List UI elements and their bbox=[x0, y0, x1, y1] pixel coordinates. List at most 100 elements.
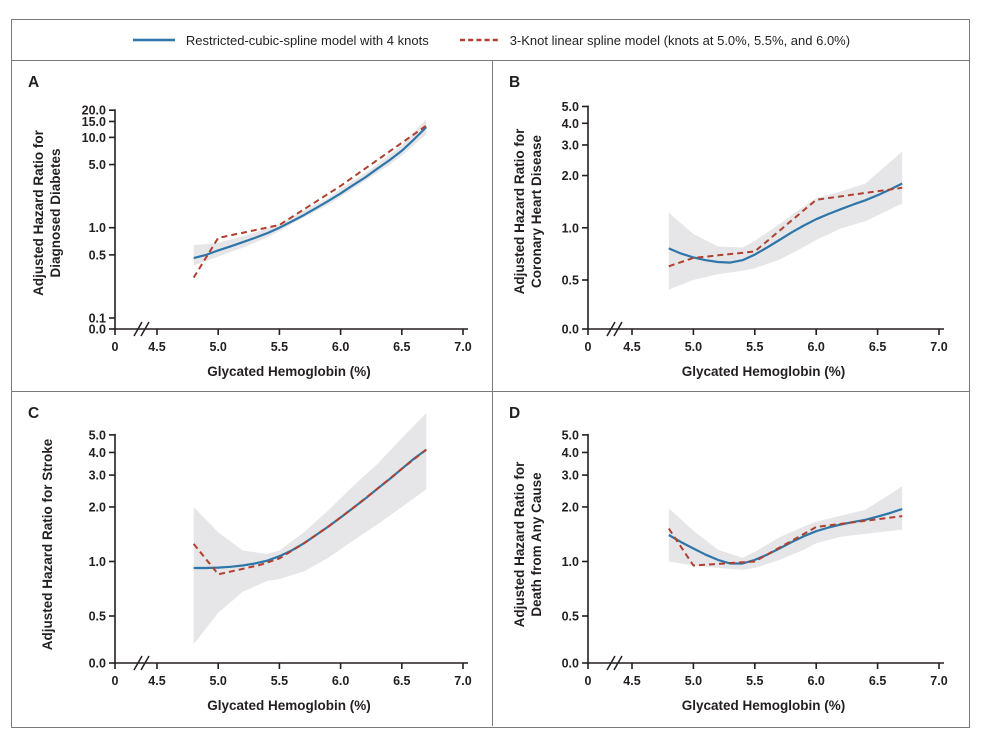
legend-line-solid-icon bbox=[132, 38, 175, 42]
x-tick-label: 5.0 bbox=[685, 340, 702, 354]
linear-spline-line bbox=[192, 124, 427, 279]
y-tick-label: 1.0 bbox=[89, 221, 106, 235]
x-tick-label: 6.0 bbox=[332, 674, 349, 688]
x-tick-label: 4.5 bbox=[148, 674, 165, 688]
y-tick-label: 0.1 bbox=[89, 312, 106, 326]
panel-letter: D bbox=[509, 405, 520, 422]
y-tick-label: 5.0 bbox=[562, 428, 579, 442]
y-axis-label: Adjusted Hazard Ratio for Stroke bbox=[40, 438, 55, 650]
y-axis-label: Death from Any Cause bbox=[529, 472, 544, 617]
y-tick-label: 0.5 bbox=[89, 248, 106, 262]
panel-a-chart: 20.015.0 10.0 5.0 1.0 0.5 0.10.0 0 4.5 5.0 5.5 6.0… bbox=[28, 74, 472, 379]
axis-break-icon bbox=[613, 321, 623, 337]
y-axis-label: Coronary Heart Disease bbox=[529, 134, 544, 288]
y-tick-label: 0.0 bbox=[562, 323, 579, 337]
axis-break-icon bbox=[140, 321, 150, 337]
y-axis-label: Diagnosed Diabetes bbox=[48, 148, 63, 277]
y-tick-label: 0.0 bbox=[89, 657, 106, 671]
x-tick-label: 6.0 bbox=[808, 340, 825, 354]
y-tick-label: 20.0 bbox=[82, 104, 106, 118]
x-tick-label: 5.5 bbox=[271, 674, 288, 688]
x-tick-label: 0 bbox=[112, 340, 119, 354]
y-tick-label: 10.0 bbox=[82, 131, 106, 145]
x-axis-label: Glycated Hemoglobin (%) bbox=[682, 364, 846, 379]
y-tick-label: 3.0 bbox=[562, 138, 579, 152]
linear-spline-line bbox=[667, 515, 903, 567]
x-tick-label: 7.0 bbox=[930, 340, 947, 354]
x-tick-label: 6.5 bbox=[869, 340, 886, 354]
y-tick-label: 0.5 bbox=[562, 610, 579, 624]
legend-label: 3-Knot linear spline model (knots at 5.0… bbox=[509, 32, 851, 48]
y-tick-label: 2.0 bbox=[562, 500, 579, 514]
x-tick-label: 6.5 bbox=[393, 674, 410, 688]
y-tick-label: 2.0 bbox=[562, 169, 579, 183]
ci-band bbox=[668, 151, 903, 290]
y-tick-label: 15.0 bbox=[82, 115, 106, 129]
x-tick-label: 7.0 bbox=[930, 674, 947, 688]
y-tick-label: 3.0 bbox=[89, 469, 106, 483]
y-tick-label: 4.0 bbox=[562, 117, 579, 131]
axis-break-icon bbox=[613, 655, 623, 671]
x-axis-label: Glycated Hemoglobin (%) bbox=[207, 364, 371, 379]
axis-break-icon bbox=[133, 655, 143, 671]
figure-frame: Restricted-cubic-spline model with 4 kno… bbox=[11, 19, 970, 728]
y-tick-label: 5.0 bbox=[89, 428, 106, 442]
x-tick-label: 5.5 bbox=[746, 674, 763, 688]
x-tick-label: 5.0 bbox=[685, 674, 702, 688]
y-tick-label: 0.0 bbox=[562, 657, 579, 671]
x-tick-label: 6.0 bbox=[808, 674, 825, 688]
x-tick-label: 0 bbox=[112, 674, 119, 688]
y-tick-label: 4.0 bbox=[89, 446, 106, 460]
y-axis-label: Adjusted Hazard Ratio for bbox=[512, 461, 527, 628]
x-tick-label: 5.5 bbox=[271, 340, 288, 354]
x-tick-label: 0 bbox=[585, 340, 592, 354]
panel-d-chart: 5.0 4.0 3.0 2.0 1.0 0.5 0.0 0 4.5 5.0 5.5 6.0 6.5 7.0… bbox=[509, 405, 948, 713]
x-tick-label: 5.0 bbox=[210, 674, 227, 688]
x-tick-label: 5.0 bbox=[210, 340, 227, 354]
x-tick-label: 4.5 bbox=[623, 674, 640, 688]
y-tick-label: 0.5 bbox=[562, 274, 579, 288]
panel-c-chart: 5.0 4.0 3.0 2.0 1.0 0.5 0.0 0 4.5 5.0 5.5 6.0 6.5 7.0… bbox=[28, 405, 472, 713]
rcs-spline-line bbox=[193, 126, 428, 260]
legend-item-linear-spline: 3-Knot linear spline model (knots at 5.0… bbox=[459, 33, 850, 48]
x-tick-label: 6.5 bbox=[393, 340, 410, 354]
x-axis-label: Glycated Hemoglobin (%) bbox=[682, 698, 846, 713]
panel-b-chart: 5.0 4.0 3.0 2.0 1.0 0.5 0.0 0 4.5 5.0 5.5 6.0 6.5 7.0… bbox=[509, 74, 948, 379]
axis-break-icon bbox=[140, 655, 150, 671]
panel-letter: B bbox=[509, 74, 520, 91]
legend-label: Restricted-cubic-spline model with 4 kno… bbox=[185, 32, 429, 48]
x-tick-label: 4.5 bbox=[148, 340, 165, 354]
x-tick-label: 0 bbox=[585, 674, 592, 688]
y-tick-label: 5.0 bbox=[562, 100, 579, 114]
x-tick-label: 6.0 bbox=[332, 340, 349, 354]
panels-grid: 20.0 15.0 10.0 5.0 1.0 0.5 0.1 0.0 0 4.5 5.0 5.5 6.0… bbox=[12, 61, 969, 726]
rcs-spline-line bbox=[668, 182, 903, 264]
y-tick-label: 1.0 bbox=[562, 555, 579, 569]
y-tick-label: 1.0 bbox=[89, 555, 106, 569]
ci-band bbox=[668, 486, 903, 570]
ci-band bbox=[193, 118, 427, 266]
y-tick-label: 1.0 bbox=[562, 221, 579, 235]
ci-band bbox=[193, 413, 427, 645]
y-tick-label: 5.0 bbox=[89, 158, 106, 172]
x-tick-label: 7.0 bbox=[454, 340, 471, 354]
panel-letter: C bbox=[28, 405, 39, 422]
panel-b: 5.0 4.0 3.0 2.0 1.0 0.5 0.0 0 4.5 5.0 5.5 6.0 6.5 7.0… bbox=[493, 61, 969, 392]
panel-letter: A bbox=[28, 74, 39, 91]
panel-d: 5.0 4.0 3.0 2.0 1.0 0.5 0.0 0 4.5 5.0 5.5 6.0 6.5 7.0… bbox=[493, 392, 969, 726]
x-tick-label: 4.5 bbox=[623, 340, 640, 354]
axis-break-icon bbox=[133, 321, 143, 337]
x-axis-label: Glycated Hemoglobin (%) bbox=[207, 698, 371, 713]
linear-spline-line bbox=[192, 448, 427, 576]
panel-c: 5.0 4.0 3.0 2.0 1.0 0.5 0.0 0 4.5 5.0 5.5 6.0 6.5 7.0… bbox=[12, 392, 493, 726]
legend: Restricted-cubic-spline model with 4 kno… bbox=[12, 20, 969, 61]
legend-item-cubic-spline: Restricted-cubic-spline model with 4 kno… bbox=[131, 33, 429, 48]
x-tick-label: 6.5 bbox=[869, 674, 886, 688]
axis-break-icon bbox=[606, 321, 616, 337]
y-tick-label: 4.0 bbox=[562, 446, 579, 460]
y-tick-label: 2.0 bbox=[89, 500, 106, 514]
y-axis-label: Adjusted Hazard Ratio for bbox=[512, 128, 527, 295]
panel-a: 20.0 15.0 10.0 5.0 1.0 0.5 0.1 0.0 0 4.5 5.0 5.5 6.0… bbox=[12, 61, 493, 392]
y-tick-label: 3.0 bbox=[562, 469, 579, 483]
